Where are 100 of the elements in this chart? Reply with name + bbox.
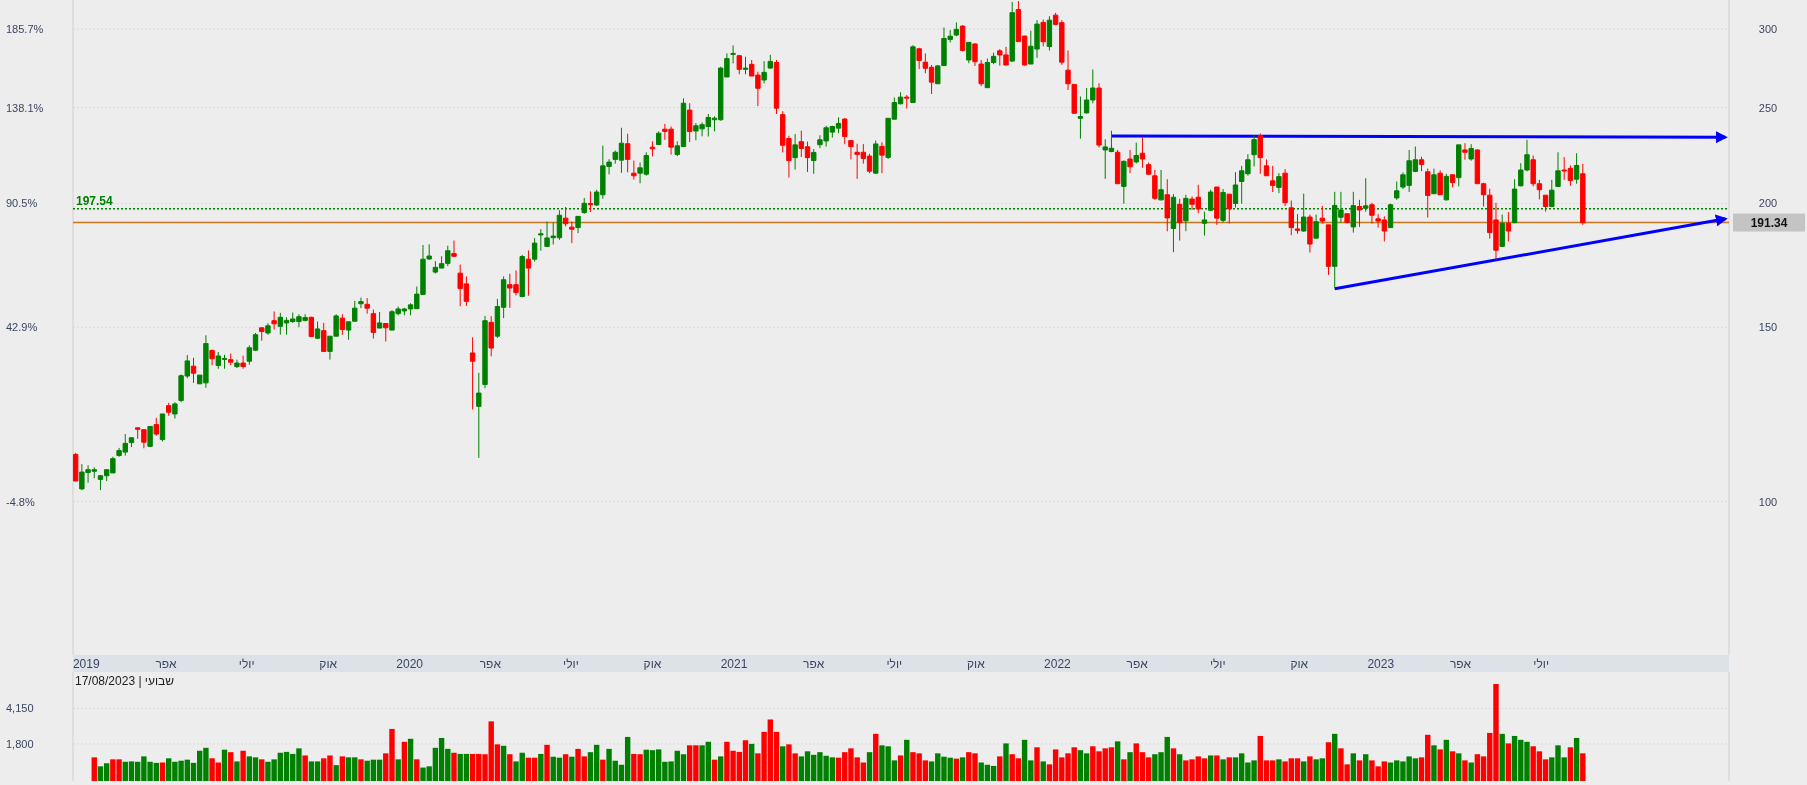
candlestick — [842, 117, 848, 145]
candlestick — [147, 425, 153, 447]
candlestick — [234, 359, 240, 369]
x-tick-label: אפר — [803, 657, 825, 671]
candlestick — [376, 311, 383, 329]
text: 90.5% — [6, 197, 38, 210]
y-tick-label: 1,800 — [6, 737, 34, 750]
candlestick — [482, 315, 488, 389]
candlestick — [271, 310, 277, 331]
y-tick-label: 300 — [1758, 23, 1778, 36]
annotation: 17/08/2023 | שבועי — [75, 674, 175, 688]
candlestick — [370, 309, 377, 340]
candlestick — [910, 44, 916, 104]
candlestick — [364, 297, 370, 315]
candlestick — [1158, 169, 1164, 201]
y-tick-label: 100 — [1758, 495, 1778, 508]
candlestick — [476, 372, 482, 459]
candlestick — [525, 249, 532, 297]
y-tick-label: 200 — [1758, 197, 1778, 210]
candlestick — [978, 59, 984, 87]
candlestick — [1499, 214, 1505, 248]
candlestick — [1257, 133, 1263, 175]
candlestick — [1269, 165, 1276, 193]
candlestick — [1139, 136, 1146, 169]
x-tick-label: אפר — [1449, 657, 1472, 671]
candlestick — [339, 313, 346, 336]
candlestick — [1133, 142, 1139, 164]
x-tick-label: יולי — [238, 657, 255, 671]
x-tick-label: 2023 — [1367, 657, 1395, 671]
candlestick — [265, 322, 271, 336]
candlestick — [1214, 186, 1220, 226]
candlestick — [228, 353, 234, 366]
candlestick — [531, 237, 538, 263]
candlestick — [1394, 180, 1400, 201]
candlestick — [742, 56, 749, 75]
candlestick — [562, 206, 569, 227]
candlestick — [761, 60, 767, 84]
x-tick-label: 2022 — [1044, 657, 1072, 671]
y-tick-label: 150 — [1758, 321, 1778, 334]
candlestick — [1437, 169, 1443, 196]
candlestick — [1127, 149, 1133, 174]
candlestick — [953, 21, 960, 37]
candlestick — [383, 323, 389, 342]
candlestick — [1294, 213, 1301, 235]
candlestick — [1325, 224, 1332, 276]
candlestick — [1369, 202, 1375, 225]
text: 42.9% — [6, 321, 38, 334]
x-tick-label: אפר — [1126, 657, 1149, 671]
candlestick — [1263, 158, 1270, 177]
ref-line-label: 197.54 — [76, 193, 114, 208]
candlestick — [1356, 199, 1363, 228]
candlestick — [1456, 144, 1462, 187]
candlestick — [538, 228, 544, 252]
candlestick — [1201, 211, 1208, 237]
candlestick — [1114, 149, 1121, 185]
candlestick — [172, 401, 178, 420]
candlestick — [1344, 213, 1350, 224]
candlestick — [1505, 211, 1512, 242]
x-tick-label: אוק — [1290, 657, 1309, 671]
candlestick — [308, 316, 315, 337]
candlestick — [1555, 151, 1561, 187]
candlestick — [1307, 214, 1313, 253]
candlestick — [1468, 143, 1474, 162]
candlestick — [1276, 172, 1282, 194]
candlestick — [1449, 174, 1456, 188]
text: 185.7% — [6, 23, 44, 36]
candlestick — [190, 357, 197, 384]
candlestick — [1121, 160, 1127, 205]
candlestick — [1573, 152, 1580, 185]
candlestick — [1065, 49, 1071, 91]
candlestick — [488, 315, 494, 357]
candlestick — [240, 355, 246, 370]
candlestick — [655, 130, 662, 145]
candlestick — [358, 297, 364, 309]
candlestick — [773, 59, 780, 115]
candlestick — [1580, 163, 1586, 226]
candlestick — [649, 140, 656, 157]
candlestick — [792, 133, 798, 171]
candlestick — [159, 413, 166, 442]
candlestick — [686, 102, 693, 143]
candlestick — [1418, 156, 1425, 172]
candlestick — [1220, 188, 1226, 223]
x-tick-label: 2020 — [396, 657, 424, 671]
text: 138.1% — [6, 101, 44, 114]
x-tick-label: יולי — [1209, 657, 1226, 671]
candlestick — [966, 41, 972, 64]
candlestick — [153, 417, 159, 437]
candlestick — [165, 402, 172, 417]
candlestick — [1009, 1, 1015, 63]
candlestick — [519, 254, 525, 298]
ref-line-label: 191.34 — [1750, 215, 1788, 230]
candlestick — [1425, 168, 1431, 218]
candlestick — [873, 140, 879, 175]
candlestick — [1232, 171, 1239, 209]
candlestick — [1542, 194, 1549, 213]
x-tick-label: אפר — [479, 657, 502, 671]
candlestick — [581, 197, 587, 215]
candlestick — [1077, 95, 1084, 140]
candlestick — [972, 42, 978, 67]
x-tick-label: אוק — [643, 657, 662, 671]
